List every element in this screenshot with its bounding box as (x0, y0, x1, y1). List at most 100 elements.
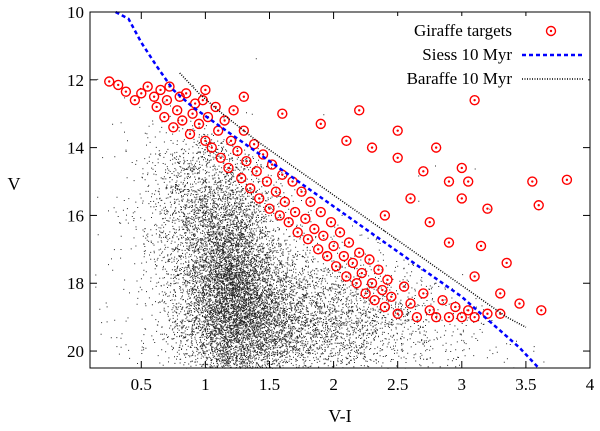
y-tick-label: 12 (67, 71, 84, 90)
y-tick-label: 16 (67, 206, 84, 225)
giraffe-target-point (225, 135, 237, 147)
giraffe-target-point (279, 196, 291, 208)
axis-ticks (90, 11, 591, 368)
giraffe-target-point (382, 274, 393, 286)
giraffe-target-point (405, 298, 416, 309)
y-axis-label: V (8, 174, 21, 194)
giraffe-target-point (277, 108, 288, 119)
giraffe-target-point (482, 203, 493, 214)
plot-frame (89, 11, 591, 369)
giraffe-target-point (309, 223, 320, 235)
giraffe-target-point (392, 152, 403, 163)
giraffe-target-point (305, 196, 316, 208)
giraffe-target-point (533, 200, 544, 211)
giraffe-target-point (168, 122, 179, 133)
giraffe-target-point (392, 125, 403, 136)
y-tick-label: 10 (67, 3, 84, 22)
giraffe-target-point (334, 227, 346, 238)
giraffe-target-point (232, 145, 243, 157)
giraffe-target-point (321, 250, 333, 262)
giraffe-target-point (443, 311, 455, 323)
giraffe-target-point (469, 271, 480, 282)
giraffe-target-point (270, 186, 282, 197)
giraffe-target-point (430, 142, 442, 153)
giraffe-target-point (443, 176, 455, 187)
giraffe-target-point (360, 288, 371, 299)
giraffe-target-point (315, 206, 326, 218)
giraffe-target-point (469, 94, 480, 106)
giraffe-target-point (171, 105, 183, 116)
giraffe-target-point (148, 91, 160, 102)
giraffe-target-point (325, 217, 337, 228)
giraffe-target-point (197, 94, 209, 106)
giraffe-target-point (514, 298, 525, 309)
x-tick-label: 1.5 (259, 375, 280, 394)
x-tick-label: 3 (458, 375, 467, 394)
giraffe-target-point (155, 84, 166, 96)
field-stars-scatter (95, 58, 545, 369)
giraffe-target-point (142, 81, 153, 92)
x-tick-label: 3.5 (515, 375, 536, 394)
giraffe-target-point (343, 237, 355, 248)
giraffe-target-point (302, 233, 314, 245)
giraffe-target-point (369, 294, 380, 306)
giraffe-target-point (354, 105, 365, 116)
giraffe-target-point (437, 294, 448, 306)
giraffe-target-point (120, 86, 132, 97)
legend-marker-giraffe (545, 25, 557, 37)
y-tick-label: 20 (67, 342, 84, 361)
giraffe-target-point (210, 101, 221, 113)
giraffe-target-point (193, 118, 205, 130)
giraffe-target-point (213, 125, 224, 136)
giraffe-target-point (373, 264, 384, 275)
giraffe-target-point (228, 105, 239, 116)
siess-10myr-line (115, 10, 540, 369)
giraffe-target-point (482, 308, 493, 319)
giraffe-target-point (456, 162, 467, 174)
giraffe-target-point (456, 311, 467, 323)
giraffe-target-point (341, 135, 352, 147)
giraffe-target-point (238, 91, 250, 102)
giraffe-target-point (430, 311, 442, 323)
y-tick-label: 14 (67, 139, 85, 158)
giraffe-target-point (354, 247, 365, 258)
giraffe-target-point (161, 94, 173, 106)
y-tick-label: 18 (67, 274, 84, 293)
giraffe-target-point (251, 166, 262, 177)
legend-label-baraffe: Baraffe 10 Myr (407, 69, 513, 88)
giraffe-target-point (241, 155, 252, 167)
giraffe-target-point (215, 152, 226, 163)
giraffe-target-point (248, 139, 260, 150)
giraffe-target-point (261, 176, 273, 187)
giraffe-target-point (463, 305, 474, 316)
x-tick-labels: 0.5 1 1.5 2 2.5 3 3.5 4 (131, 375, 595, 394)
giraffe-target-point (328, 240, 339, 252)
giraffe-target-point (283, 217, 294, 228)
giraffe-target-point (300, 213, 311, 225)
x-tick-label: 1 (201, 375, 210, 394)
giraffe-target-point (392, 308, 403, 319)
giraffe-target-point (264, 203, 275, 214)
giraffe-target-point (536, 305, 547, 316)
giraffe-target-point (495, 288, 506, 299)
giraffe-target-point (463, 176, 474, 187)
giraffe-targets-series (104, 76, 573, 323)
giraffe-target-point (411, 311, 423, 323)
x-tick-label: 2 (329, 375, 338, 394)
giraffe-target-point (136, 88, 147, 99)
giraffe-target-point (450, 301, 461, 313)
giraffe-target-point (236, 172, 247, 184)
isochrone-lines (115, 10, 540, 369)
giraffe-target-point (561, 174, 573, 186)
giraffe-target-point (219, 115, 230, 126)
giraffe-target-point (296, 186, 307, 197)
legend: Giraffe targets Siess 10 Myr Baraffe 10 … (345, 16, 588, 92)
giraffe-target-point (418, 288, 429, 299)
field-star-dots (95, 58, 545, 369)
giraffe-target-point (330, 261, 342, 272)
giraffe-target-point (527, 176, 538, 187)
giraffe-target-point (366, 278, 378, 289)
giraffe-target-point (254, 193, 265, 204)
giraffe-target-point (289, 206, 301, 218)
y-tick-labels: 10 12 14 16 18 20 (67, 3, 85, 361)
